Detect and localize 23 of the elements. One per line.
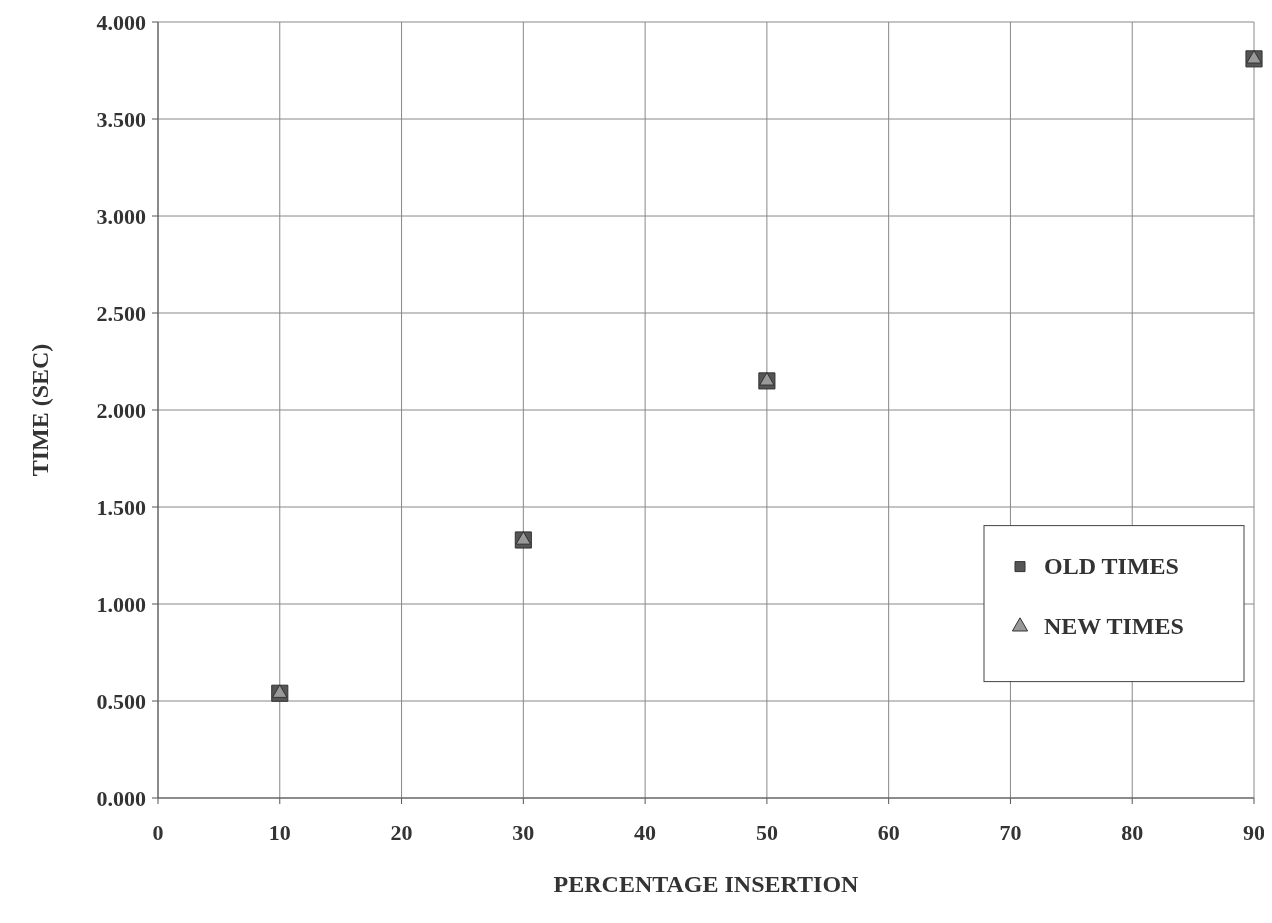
x-tick-label: 60 <box>877 820 900 845</box>
x-tick-label: 70 <box>999 820 1022 845</box>
y-tick-label: 4.000 <box>96 10 146 35</box>
y-tick-label: 1.000 <box>96 592 146 617</box>
y-tick-label: 0.000 <box>96 786 146 811</box>
x-tick-label: 80 <box>1121 820 1144 845</box>
y-tick-label: 2.500 <box>96 301 146 326</box>
legend-label: NEW TIMES <box>1044 612 1184 639</box>
x-tick-label: 30 <box>512 820 535 845</box>
y-tick-label: 3.500 <box>96 107 146 132</box>
y-tick-label: 1.500 <box>96 495 146 520</box>
y-tick-label: 2.000 <box>96 398 146 423</box>
y-axis-title: TIME (SEC) <box>27 343 53 477</box>
x-tick-label: 40 <box>634 820 657 845</box>
x-tick-label: 10 <box>268 820 291 845</box>
x-tick-label: 90 <box>1243 820 1265 845</box>
x-tick-label: 0 <box>152 820 164 845</box>
y-tick-label: 0.500 <box>96 689 146 714</box>
x-axis-title: PERCENTAGE INSERTION <box>553 871 860 897</box>
x-tick-label: 20 <box>390 820 413 845</box>
legend-label: OLD TIMES <box>1044 552 1179 579</box>
y-tick-label: 3.000 <box>96 204 146 229</box>
x-tick-label: 50 <box>755 820 778 845</box>
